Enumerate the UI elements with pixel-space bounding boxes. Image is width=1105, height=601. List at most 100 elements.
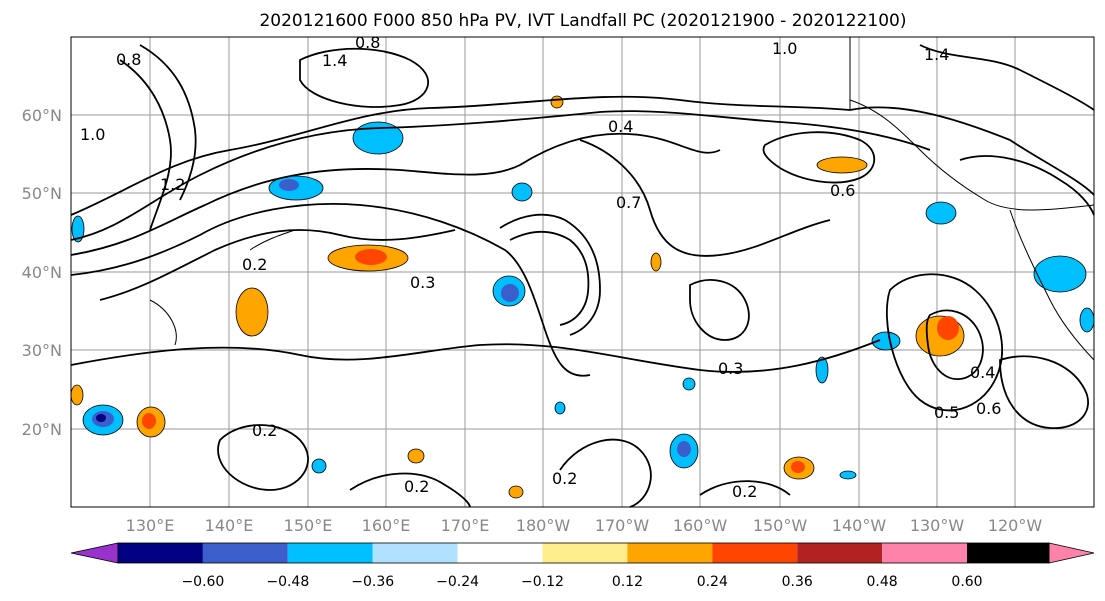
contour-line — [499, 213, 601, 336]
contour-line — [70, 202, 591, 377]
shade-positive-core — [142, 413, 156, 429]
coastline — [1009, 209, 1095, 361]
shade-negative — [1079, 307, 1095, 333]
map-panel: 0.8 1.4 1.0 0.4 0.7 0.3 0.2 0.5 0.6 0.2 … — [70, 33, 1095, 508]
shade-negative-core — [677, 441, 691, 457]
contour-label: 0.2 — [732, 482, 757, 501]
colorbar-segment — [627, 543, 713, 563]
shade-negative-core — [96, 414, 106, 422]
figure-title: 2020121600 F000 850 hPa PV, IVT Landfall… — [259, 11, 906, 31]
contour-line — [70, 110, 931, 241]
colorbar-tick-label: 0.24 — [697, 574, 728, 590]
lon-axis: 130°E 140°E 150°E 160°E 170°E 180°W 170°… — [126, 516, 1043, 535]
contour-line — [689, 279, 750, 341]
contour-label: 0.2 — [404, 477, 429, 496]
contour-line — [70, 95, 1095, 216]
contour-line — [139, 44, 197, 201]
contour-line — [579, 139, 831, 257]
contour-line — [70, 132, 721, 256]
colorbar-segment — [967, 543, 1049, 563]
shade-positive-core — [937, 316, 959, 340]
colorbar-tick-label: −0.48 — [266, 574, 309, 590]
contour-label: 0.2 — [242, 255, 267, 274]
colorbar-tick-label: 0.36 — [782, 574, 813, 590]
coastlines — [149, 37, 1095, 361]
colorbar-tick-label: −0.12 — [521, 574, 564, 590]
contour-label: 0.4 — [608, 117, 633, 136]
shade-negative — [311, 458, 327, 474]
contour-line — [919, 44, 1095, 111]
lat-tick-label: 60°N — [22, 106, 62, 125]
shade-positive — [407, 448, 425, 464]
colorbar-extend-max — [1048, 542, 1095, 564]
colorbar-segment — [287, 543, 373, 563]
contour-label: 1.0 — [80, 125, 105, 144]
lon-tick-label: 170°E — [441, 516, 490, 535]
colorbar-segment — [372, 543, 458, 563]
contour-line — [299, 47, 429, 108]
colorbar-tick-label: −0.60 — [181, 574, 224, 590]
lon-tick-label: 180°W — [516, 516, 571, 535]
colorbar-tick-label: −0.36 — [351, 574, 394, 590]
contour-line — [959, 155, 1095, 216]
shade-positive — [70, 384, 84, 406]
lat-tick-label: 30°N — [22, 341, 62, 360]
contour-label: 0.3 — [410, 273, 435, 292]
contour-line — [349, 472, 471, 508]
lon-tick-label: 160°E — [362, 516, 411, 535]
colorbar: −0.60 −0.48 −0.36 −0.24 −0.12 0.12 0.24 … — [70, 542, 1095, 590]
colorbar-frame — [117, 542, 1050, 564]
shade-negative — [925, 201, 957, 225]
contour-label: 0.6 — [976, 399, 1001, 418]
contour-label: 0.7 — [616, 193, 641, 212]
colorbar-extend-min — [70, 542, 119, 564]
shade-positive-core — [355, 249, 387, 265]
colorbar-tick-label: 0.60 — [951, 574, 982, 590]
shade-negative-core — [501, 284, 519, 302]
colorbar-segment — [457, 543, 543, 563]
shade-negative — [815, 356, 829, 384]
lat-tick-label: 20°N — [22, 420, 62, 439]
coastline — [149, 299, 177, 346]
contour-label: 0.8 — [355, 33, 380, 52]
shade-negative — [352, 121, 404, 155]
contour-label: 0.6 — [830, 181, 855, 200]
contour-label: 0.3 — [718, 359, 743, 378]
shade-positive — [650, 252, 662, 272]
contour-label: 0.4 — [970, 363, 995, 382]
pv-contours — [70, 44, 1095, 508]
lon-tick-label: 130°W — [910, 516, 965, 535]
contour-line — [925, 309, 984, 381]
contour-label: 0.2 — [252, 421, 277, 440]
lat-tick-label: 40°N — [22, 263, 62, 282]
contour-line — [999, 355, 1089, 429]
lon-tick-label: 130°E — [126, 516, 175, 535]
contour-label: 0.2 — [552, 469, 577, 488]
colorbar-segment — [882, 543, 967, 563]
contour-line — [886, 273, 1003, 412]
shade-positive-core — [791, 461, 805, 473]
colorbar-segment — [118, 543, 203, 563]
lon-tick-label: 160°W — [673, 516, 728, 535]
lon-tick-label: 140°W — [832, 516, 887, 535]
lon-tick-label: 120°W — [988, 516, 1043, 535]
contour-line — [119, 59, 172, 231]
shade-positive — [235, 287, 269, 337]
shade-positive — [816, 156, 868, 174]
coastline — [249, 229, 296, 251]
colorbar-tick-label: 0.48 — [867, 574, 898, 590]
colorbar-segment — [202, 543, 288, 563]
contour-line — [217, 424, 309, 491]
contour-label: 0.8 — [116, 50, 141, 69]
shade-negative — [871, 331, 901, 351]
shade-negative — [511, 182, 533, 202]
colorbar-segment — [542, 543, 628, 563]
contour-label: 1.2 — [160, 175, 185, 194]
lon-tick-label: 170°W — [595, 516, 650, 535]
shade-negative-core — [279, 179, 299, 191]
lon-tick-label: 150°E — [284, 516, 333, 535]
shade-negative — [839, 470, 857, 480]
shade-positive — [508, 485, 524, 499]
map-frame — [70, 36, 1095, 508]
shade-positive — [550, 95, 564, 109]
